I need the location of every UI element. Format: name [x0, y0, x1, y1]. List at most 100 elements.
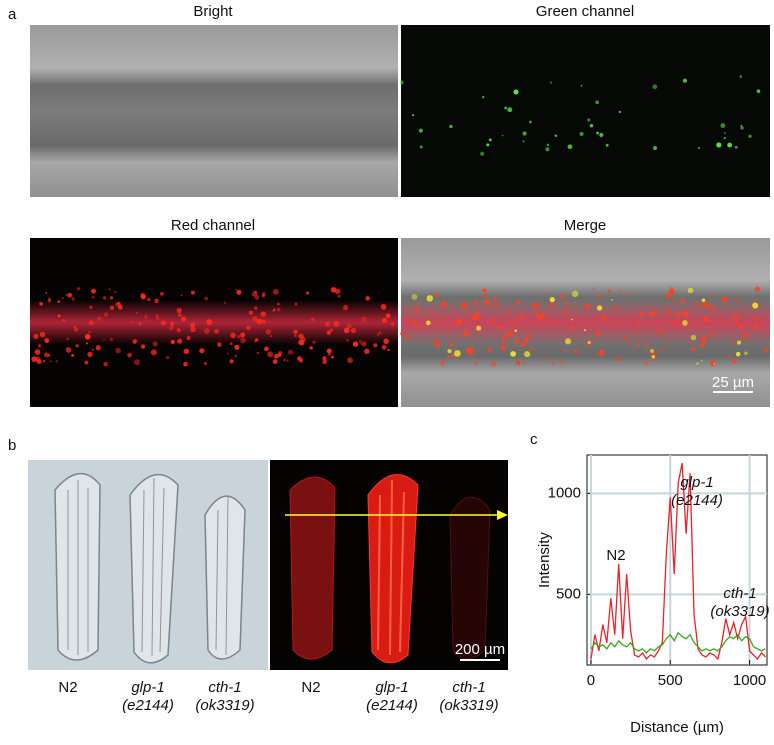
punctum — [449, 124, 453, 129]
punctum — [682, 310, 689, 317]
punctum — [710, 293, 714, 297]
punctum — [110, 337, 113, 341]
punctum — [607, 289, 612, 294]
punctum — [256, 351, 259, 354]
punctum — [579, 131, 584, 137]
punctum — [519, 298, 522, 300]
punctum — [546, 143, 550, 147]
punctum — [584, 329, 587, 332]
punctum — [34, 356, 41, 362]
punctum — [601, 314, 607, 320]
punctum — [426, 295, 434, 302]
punctum — [102, 296, 107, 300]
punctum — [763, 348, 768, 353]
punctum — [734, 319, 739, 324]
punctum — [49, 360, 52, 363]
punctum — [471, 315, 477, 321]
punctum — [519, 315, 525, 321]
punctum — [236, 289, 242, 295]
punctum — [516, 360, 521, 365]
punctum — [482, 288, 487, 293]
punctum — [328, 353, 331, 356]
punctum — [39, 331, 46, 338]
punctum — [177, 338, 183, 344]
punctum — [412, 114, 415, 117]
punctum — [508, 309, 512, 313]
strain-label: cth-1 — [452, 679, 485, 696]
punctum — [135, 311, 138, 314]
punctum — [723, 137, 726, 140]
scale-bar-label: 25 µm — [712, 374, 754, 391]
punctum — [490, 304, 494, 309]
puncta — [31, 75, 768, 367]
punctum — [536, 314, 543, 320]
punctum — [742, 332, 748, 339]
punctum — [637, 323, 641, 327]
punctum — [739, 75, 743, 78]
punctum — [274, 354, 279, 359]
punctum — [76, 287, 81, 291]
punctum — [571, 318, 573, 321]
punctum — [624, 337, 628, 341]
punctum — [234, 354, 237, 358]
strain-label: N2 — [301, 679, 320, 696]
punctum — [399, 80, 404, 85]
punctum — [514, 329, 517, 332]
worms-red — [289, 474, 491, 664]
punctum — [550, 81, 553, 84]
punctum — [522, 131, 527, 136]
punctum — [57, 314, 61, 318]
punctum — [619, 330, 622, 332]
punctum — [537, 303, 540, 306]
punctum — [361, 341, 367, 347]
punctum — [418, 128, 423, 133]
punctum — [513, 89, 519, 95]
punctum — [599, 133, 604, 138]
punctum — [447, 349, 452, 354]
punctum — [514, 339, 520, 344]
punctum — [190, 290, 196, 295]
punctum — [463, 330, 470, 337]
punctum — [217, 342, 222, 347]
punctum — [405, 335, 410, 340]
punctum — [65, 347, 72, 353]
punctum — [254, 306, 258, 310]
punctum — [731, 359, 737, 365]
punctum — [227, 352, 229, 355]
punctum — [364, 348, 370, 355]
punctum — [108, 288, 111, 291]
punctum — [337, 294, 341, 298]
punctum — [646, 351, 649, 354]
panel-title: Merge — [564, 217, 607, 234]
punctum — [517, 326, 520, 329]
punctum — [114, 290, 117, 294]
punctum — [246, 325, 251, 331]
punctum — [611, 298, 614, 301]
punctum — [629, 342, 633, 345]
punctum — [660, 348, 663, 352]
punctum — [668, 289, 675, 296]
punctum — [270, 335, 273, 337]
punctum — [672, 299, 676, 303]
punctum — [183, 362, 188, 367]
punctum — [474, 302, 479, 306]
punctum — [34, 349, 41, 355]
punctum — [650, 349, 654, 353]
punctum — [101, 317, 103, 320]
punctum — [451, 353, 455, 358]
strain-allele: (ok3319) — [439, 697, 498, 714]
punctum — [322, 359, 328, 365]
punctum — [160, 320, 166, 326]
punctum — [150, 349, 157, 356]
punctum — [333, 320, 340, 327]
punctum — [528, 120, 532, 124]
punctum — [223, 301, 227, 304]
punctum — [756, 89, 761, 93]
punctum — [474, 362, 478, 365]
punctum — [260, 311, 267, 317]
punctum — [170, 321, 175, 326]
punctum — [682, 320, 688, 326]
panel-title: Green channel — [536, 3, 634, 20]
punctum — [507, 107, 513, 113]
punctum — [229, 359, 234, 364]
